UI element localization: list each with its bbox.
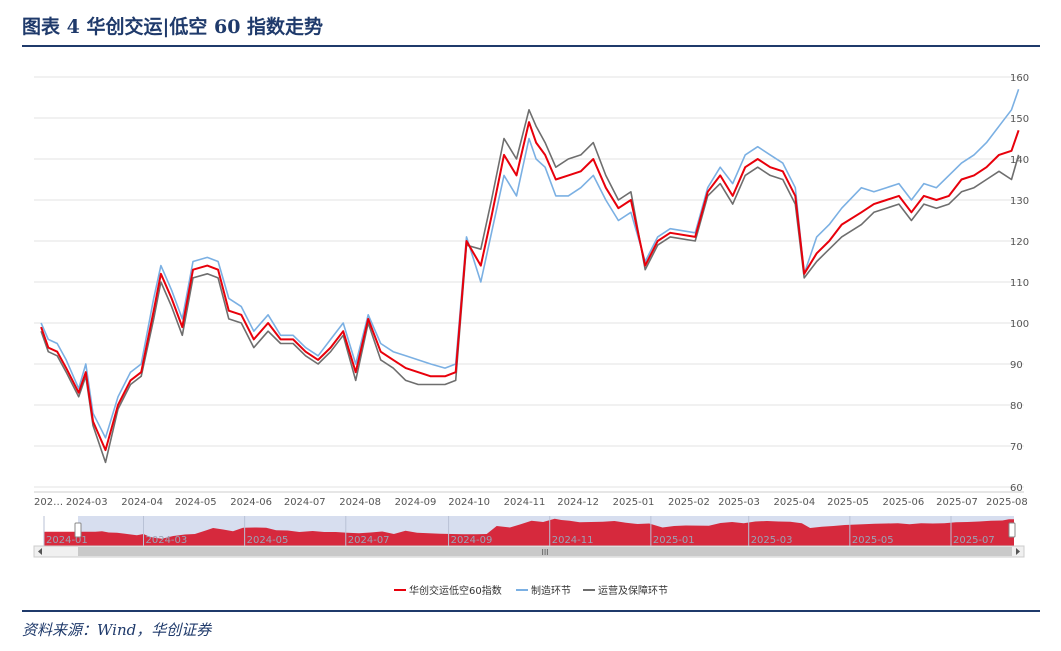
x-tick-label: 2024-06 (230, 497, 272, 508)
series-line-2 (40, 109, 1020, 464)
x-tick-label: 2025-02 (668, 497, 710, 508)
y-tick-label: 80 (1010, 401, 1023, 412)
scrollbar-grip: III (541, 548, 548, 557)
source-note: 资料来源：Wind，华创证券 (22, 621, 212, 639)
series-line-0 (40, 121, 1020, 452)
x-tick-label: 2025-06 (882, 497, 924, 508)
source-divider (22, 610, 1040, 612)
y-tick-label: 100 (1010, 319, 1029, 330)
y-tick-label: 130 (1010, 196, 1029, 207)
slider-tick-label: 2024-11 (552, 535, 594, 546)
x-tick-label: 2025-03 (718, 497, 760, 508)
slider-tick-label: 2025-01 (653, 535, 695, 546)
slider-tick-label: 2024-05 (247, 535, 289, 546)
slider-tick-label: 2024-03 (145, 535, 187, 546)
x-tick-label: 2025-01 (613, 497, 655, 508)
scroll-right-arrow-icon[interactable] (1016, 548, 1020, 555)
zoom-slider[interactable]: 2024-01 2024-03 2024-05 2024-07 2024-09 2024-… (33, 516, 1025, 558)
y-tick-label: 140 (1010, 155, 1029, 166)
x-tick-label: 2024-10 (448, 497, 490, 508)
x-tick-label: 2024-12 (557, 497, 599, 508)
y-tick-label: 60 (1010, 483, 1023, 494)
x-axis-ticks: 202… 2024-03 2024-04 2024-05 2024-06 2024-07 2… (34, 497, 1028, 508)
scroll-left-arrow-icon[interactable] (38, 548, 42, 555)
slider-tick-label: 2024-07 (348, 535, 390, 546)
slider-left-handle[interactable] (74, 522, 82, 538)
title-divider (22, 45, 1040, 47)
y-tick-label: 150 (1010, 114, 1029, 125)
x-tick-label: 2024-07 (284, 497, 326, 508)
slider-tick-label: 2025-05 (852, 535, 894, 546)
y-tick-label: 160 (1010, 73, 1029, 84)
x-tick-label: 2025-04 (773, 497, 815, 508)
legend-item[interactable]: 运营及保障环节 (598, 584, 668, 597)
x-tick-label: 2024-09 (395, 497, 437, 508)
slider-tick-label: 2024-09 (451, 535, 493, 546)
slider-right-handle[interactable] (1008, 522, 1016, 538)
y-tick-label: 120 (1010, 237, 1029, 248)
slider-tick-label: 2024-01 (46, 535, 88, 546)
slider-area (44, 518, 1014, 546)
series-line-1 (40, 89, 1020, 439)
slider-tick-label: 2025-03 (751, 535, 793, 546)
x-tick-label: 2025-08 (986, 497, 1028, 508)
x-tick-label: 2024-05 (175, 497, 217, 508)
legend-item[interactable]: 华创交运低空60指数 (409, 584, 502, 597)
x-tick-label: 2024-11 (504, 497, 546, 508)
figure-title: 图表 4 华创交运|低空 60 指数走势 (22, 16, 324, 38)
x-tick-label: 2025-05 (827, 497, 869, 508)
x-tick-label: 2025-07 (936, 497, 978, 508)
slider-tick-label: 2025-07 (953, 535, 995, 546)
y-tick-label: 110 (1010, 278, 1029, 289)
x-tick-label: 202… (34, 497, 63, 508)
x-tick-label: 2024-04 (121, 497, 163, 508)
y-tick-label: 90 (1010, 360, 1023, 371)
grid-lines (34, 76, 1024, 493)
x-tick-label: 2024-03 (66, 497, 108, 508)
chart-legend[interactable]: 华创交运低空60指数 制造环节 运营及保障环节 (394, 584, 668, 597)
scrollbar-thumb[interactable] (78, 547, 1012, 556)
series-lines (40, 89, 1020, 464)
x-tick-label: 2024-08 (339, 497, 381, 508)
y-tick-label: 70 (1010, 442, 1023, 453)
y-axis-ticks: 60 70 80 90 100 110 120 130 140 150 160 (1010, 73, 1029, 494)
legend-item[interactable]: 制造环节 (531, 584, 571, 597)
